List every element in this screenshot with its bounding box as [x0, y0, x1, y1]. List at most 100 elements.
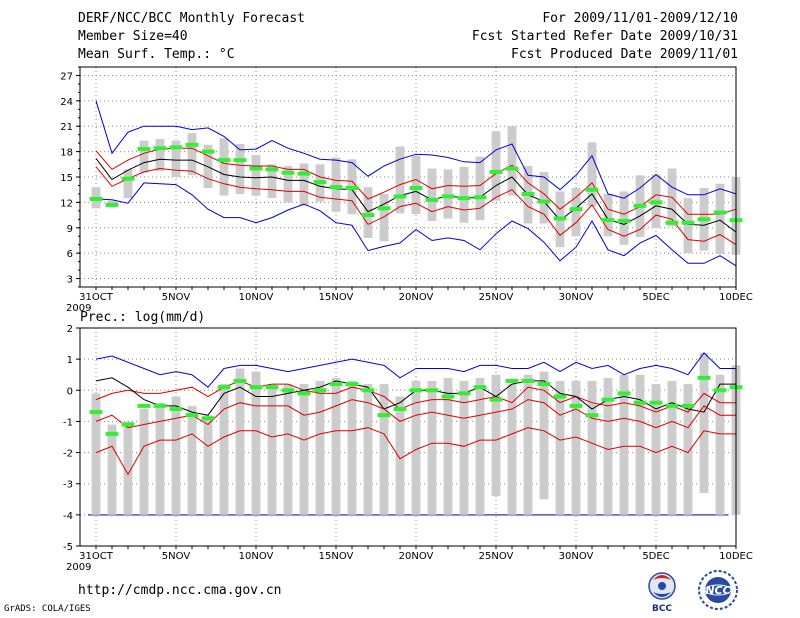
median-marker	[233, 378, 247, 383]
range-box	[539, 171, 549, 224]
range-box	[683, 198, 693, 254]
range-box	[315, 380, 325, 515]
median-marker	[441, 194, 455, 199]
median-marker	[617, 391, 631, 396]
median-marker	[89, 410, 103, 415]
median-marker	[665, 403, 679, 408]
median-marker	[329, 185, 343, 190]
median-marker	[217, 385, 231, 390]
median-marker	[217, 158, 231, 163]
range-box	[235, 368, 245, 515]
range-box	[427, 380, 437, 515]
range-box	[171, 140, 181, 177]
member-size: Member Size=40	[78, 29, 188, 44]
median-marker	[201, 416, 215, 421]
y-tick-label: 21	[60, 122, 73, 133]
ncc-logo: NCC	[698, 570, 738, 610]
range-box	[187, 133, 197, 176]
median-marker	[233, 158, 247, 163]
median-marker	[153, 146, 167, 151]
median-marker	[185, 142, 199, 147]
median-marker	[697, 217, 711, 222]
range-box	[715, 183, 725, 254]
median-marker	[505, 166, 519, 171]
x-tick-label: 30NOV	[559, 551, 594, 562]
range-box	[331, 157, 341, 212]
range-box	[635, 374, 645, 515]
median-marker	[121, 176, 135, 181]
x-tick-label: 25NOV	[479, 292, 514, 303]
range-box	[155, 402, 165, 515]
range-box	[475, 156, 485, 221]
source-url[interactable]: http://cmdp.ncc.cma.gov.cn	[78, 583, 282, 598]
median-marker	[137, 147, 151, 152]
median-marker	[361, 213, 375, 218]
median-marker	[137, 403, 151, 408]
x-tick-label: 20NOV	[399, 551, 434, 562]
y-tick-label: 2	[67, 324, 73, 335]
range-box	[283, 166, 293, 203]
range-box	[363, 187, 373, 238]
median-marker	[649, 200, 663, 205]
median-marker	[505, 378, 519, 383]
x-tick-label: 5DEC	[642, 292, 669, 303]
median-marker	[377, 413, 391, 418]
median-marker	[569, 207, 583, 212]
panel-1	[76, 66, 743, 290]
median-marker	[633, 400, 647, 405]
range-box	[251, 371, 261, 515]
median-marker	[409, 186, 423, 190]
median-marker	[681, 403, 695, 408]
x-year-label: 2009	[66, 303, 91, 314]
x-tick-label: 15NOV	[319, 292, 354, 303]
range-box	[123, 169, 133, 199]
y-tick-label: -2	[63, 449, 73, 460]
median-marker	[697, 375, 711, 380]
median-marker	[393, 406, 407, 411]
range-box	[395, 396, 405, 515]
median-marker	[489, 397, 503, 402]
x-tick-label: 15NOV	[319, 551, 354, 562]
range-box	[299, 384, 309, 515]
range-box	[203, 415, 213, 515]
x-tick-label: 31OCT	[79, 292, 114, 303]
range-box	[427, 168, 437, 221]
median-marker	[185, 413, 199, 418]
y-tick-label: 9	[67, 224, 73, 235]
median-marker	[297, 171, 311, 176]
median-marker	[281, 170, 295, 175]
range-box	[587, 142, 597, 207]
median-marker	[649, 400, 663, 405]
range-box	[267, 384, 277, 515]
range-box	[539, 371, 549, 500]
grads-credit: GrADS: COLA/IGES	[4, 604, 91, 614]
bcc-logo-text: BCC	[652, 604, 672, 614]
median-marker	[153, 403, 167, 408]
series-mean-1-std	[95, 380, 736, 413]
produced-date: Fcst Produced Date 2009/11/01	[511, 47, 738, 62]
range-box	[507, 384, 517, 515]
median-marker	[665, 220, 679, 225]
median-marker	[537, 199, 551, 204]
start-date: Fcst Started Refer Date 2009/10/31	[471, 29, 738, 44]
range-box	[171, 396, 181, 515]
range-box	[715, 374, 725, 515]
median-marker	[585, 413, 599, 418]
median-marker	[425, 388, 439, 393]
x-tick-label: 5NOV	[162, 292, 191, 303]
y-tick-label: 18	[60, 148, 73, 159]
y-tick-label: -5	[63, 542, 73, 553]
median-marker	[553, 216, 567, 221]
median-marker	[89, 197, 103, 201]
range-box	[587, 380, 597, 515]
median-marker	[537, 382, 551, 387]
median-marker	[105, 202, 119, 207]
panel-2	[76, 327, 743, 549]
chart-title: DERF/NCC/BCC Monthly Forecast	[78, 11, 305, 26]
median-marker	[121, 422, 135, 427]
range-box	[507, 126, 517, 196]
median-marker	[201, 149, 215, 154]
median-marker	[297, 391, 311, 396]
median-marker	[489, 169, 503, 174]
